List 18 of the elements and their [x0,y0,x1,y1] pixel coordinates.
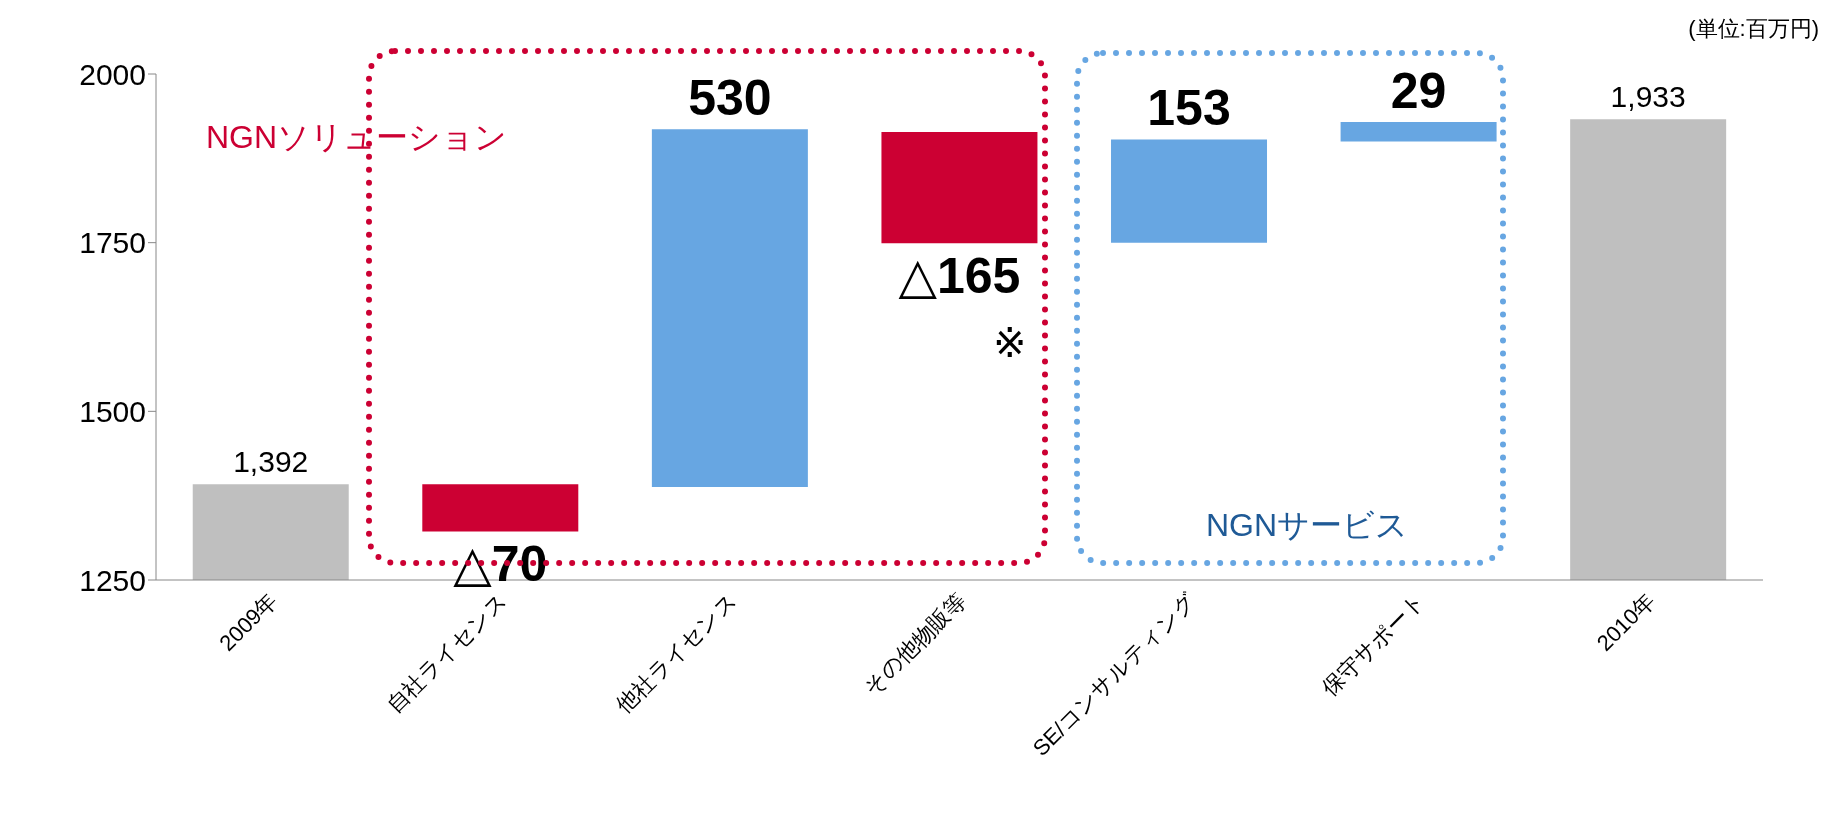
x-tick-label: SE/コンサルティング [1027,587,1201,761]
x-tick-label: 保守サポート [1317,587,1431,701]
data-label: 1,933 [1610,80,1686,114]
annotation: NGNソリューション [206,118,508,157]
data-label: 153 [1147,80,1231,137]
y-tick-label: 1250 [79,563,146,597]
y-tick-label: 1750 [79,226,146,260]
annotation: ※ [993,320,1027,366]
y-tick-label: 1500 [79,394,146,428]
x-tick-label: 他社ライセンス [611,587,742,718]
data-label: 1,392 [233,445,309,479]
annotation: NGNサービス [1206,506,1409,545]
data-label: 530 [688,70,772,127]
data-label: 29 [1390,62,1447,119]
data-label: △165 [898,248,1021,305]
y-tick-label: 2000 [79,57,146,91]
text: (単位:百万円) [1688,15,1819,43]
x-tick-label: その他物販等 [858,587,972,701]
